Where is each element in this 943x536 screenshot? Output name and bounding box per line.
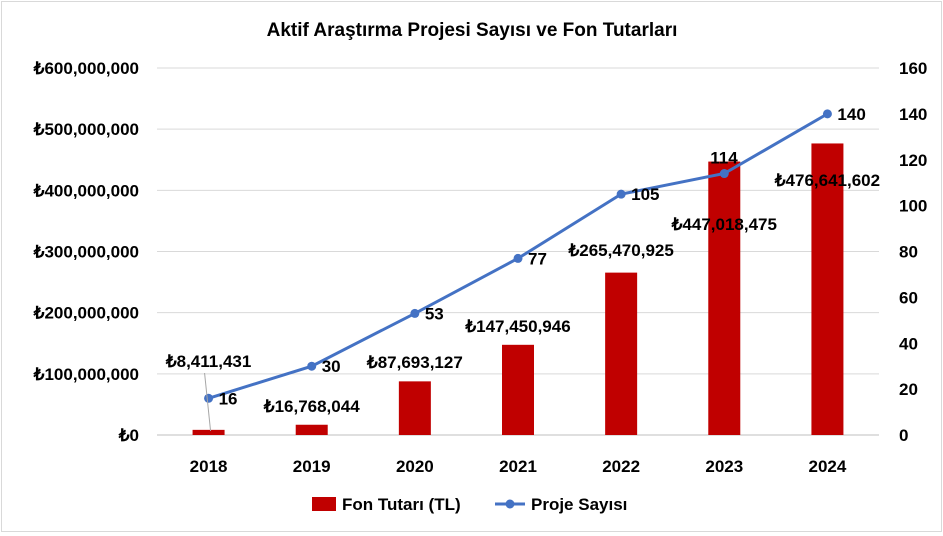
line-point bbox=[822, 109, 832, 119]
left-tick-label: ₺100,000,000 bbox=[33, 365, 139, 384]
line-value-label: 30 bbox=[322, 357, 341, 376]
right-tick-label: 120 bbox=[899, 151, 927, 170]
bar bbox=[398, 381, 431, 435]
bar bbox=[708, 161, 741, 435]
x-tick-label: 2021 bbox=[499, 457, 537, 476]
left-tick-label: ₺600,000,000 bbox=[33, 59, 139, 78]
line-value-label: 77 bbox=[528, 249, 547, 268]
label-leader-line bbox=[204, 372, 212, 432]
line-point bbox=[204, 393, 214, 403]
x-tick-label: 2018 bbox=[190, 457, 228, 476]
bar-value-label: ₺16,768,044 bbox=[263, 397, 360, 416]
bar-value-label: ₺147,450,946 bbox=[464, 317, 570, 336]
right-tick-label: 100 bbox=[899, 197, 927, 216]
line-point bbox=[719, 169, 729, 179]
x-axis: 2018 2019 2020 2021 2022 2023 2024 bbox=[190, 457, 847, 476]
right-tick-label: 80 bbox=[899, 243, 918, 262]
bar bbox=[502, 344, 534, 435]
x-tick-label: 2019 bbox=[293, 457, 331, 476]
legend-bar-label: Fon Tutarı (TL) bbox=[342, 495, 461, 514]
right-tick-label: 60 bbox=[899, 288, 918, 307]
line-value-label: 53 bbox=[425, 304, 444, 323]
legend-bar-swatch bbox=[312, 497, 336, 511]
line-value-label: 105 bbox=[631, 185, 659, 204]
bar-value-label: ₺447,018,475 bbox=[671, 215, 777, 234]
legend-line-marker bbox=[505, 499, 515, 509]
bar-value-label: ₺8,411,431 bbox=[165, 352, 252, 371]
left-tick-label: ₺200,000,000 bbox=[33, 304, 139, 323]
bar-value-label: ₺265,470,925 bbox=[567, 241, 673, 260]
bar bbox=[605, 272, 638, 435]
line-series bbox=[204, 109, 832, 403]
chart-title: Aktif Araştırma Projesi Sayısı ve Fon Tu… bbox=[267, 20, 678, 41]
data-labels: ₺8,411,431 ₺16,768,044 ₺87,693,127₺147,450… bbox=[165, 105, 880, 432]
line-point bbox=[616, 189, 626, 199]
right-tick-label: 140 bbox=[899, 105, 927, 124]
x-tick-label: 2020 bbox=[396, 457, 434, 476]
line-point bbox=[307, 361, 317, 371]
line-point bbox=[410, 308, 420, 318]
left-axis: ₺0 ₺100,000,000 ₺200,000,000 ₺300,000,000 ₺4… bbox=[33, 59, 139, 445]
legend: Fon Tutarı (TL) Proje Sayısı bbox=[312, 495, 627, 514]
left-tick-label: ₺400,000,000 bbox=[33, 181, 139, 200]
right-tick-label: 160 bbox=[899, 59, 927, 78]
line-point bbox=[513, 253, 523, 263]
line-value-label: 16 bbox=[219, 389, 238, 408]
right-axis: 0 20 40 60 80 100 120 140 160 bbox=[899, 59, 927, 445]
bar bbox=[295, 424, 328, 435]
left-tick-label: ₺300,000,000 bbox=[33, 243, 139, 262]
right-tick-label: 20 bbox=[899, 380, 918, 399]
bar bbox=[811, 143, 844, 435]
x-tick-label: 2024 bbox=[809, 457, 847, 476]
bar-series bbox=[192, 143, 844, 435]
x-tick-label: 2022 bbox=[602, 457, 640, 476]
left-tick-label: ₺500,000,000 bbox=[33, 120, 139, 139]
line-value-label: 114 bbox=[710, 149, 738, 168]
bar bbox=[192, 429, 225, 435]
x-tick-label: 2023 bbox=[705, 457, 743, 476]
line-value-label: 140 bbox=[837, 105, 865, 124]
left-tick-label: ₺0 bbox=[118, 426, 139, 445]
right-tick-label: 40 bbox=[899, 334, 918, 353]
bar-value-label: ₺87,693,127 bbox=[366, 353, 463, 372]
grid-lines bbox=[157, 67, 879, 436]
legend-line-label: Proje Sayısı bbox=[531, 495, 627, 514]
bar-value-label: ₺476,641,602 bbox=[774, 171, 880, 190]
right-tick-label: 0 bbox=[899, 426, 908, 445]
